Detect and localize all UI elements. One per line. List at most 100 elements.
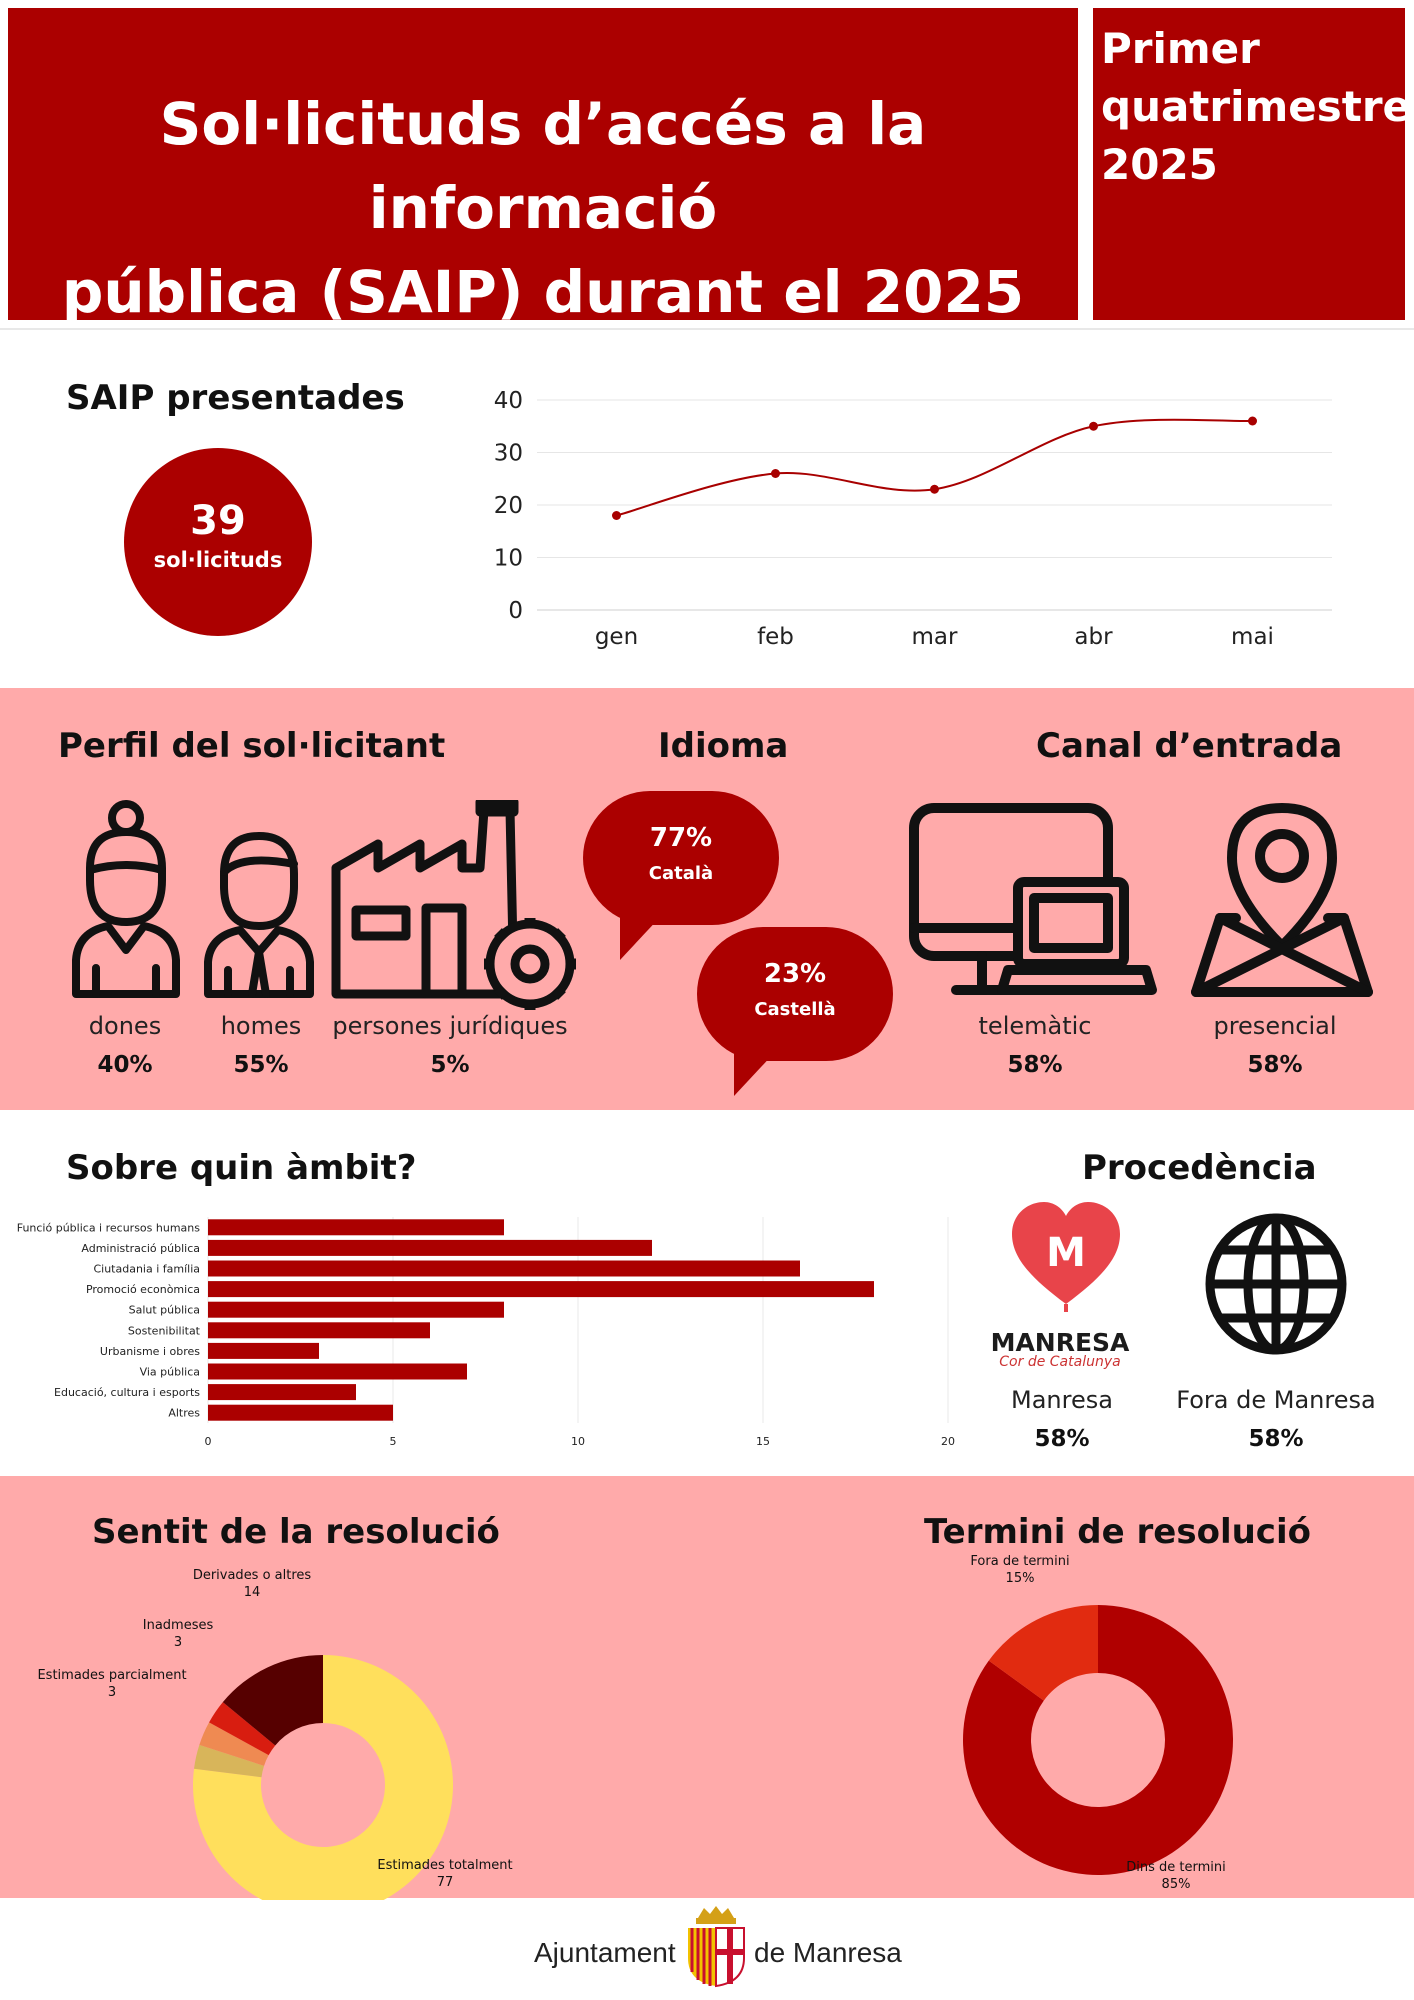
slice-value: 3	[108, 1685, 116, 1700]
data-point	[771, 469, 780, 478]
y-tick-label: 40	[494, 388, 523, 414]
bar	[208, 1260, 800, 1277]
data-point	[1089, 421, 1098, 431]
category-label: Urbanisme i obres	[100, 1345, 200, 1358]
y-tick-label: 30	[494, 441, 523, 467]
channel-pct-online: 58%	[1007, 1052, 1063, 1078]
slice-value: 15%	[1006, 1571, 1035, 1586]
donut-slice	[209, 1702, 276, 1756]
page-title-line2: pública (SAIP) durant el 2025	[61, 258, 1025, 326]
x-tick-label: 0	[205, 1435, 212, 1445]
ambit-heading: Sobre quin àmbit?	[66, 1148, 417, 1188]
x-tick-label: mar	[912, 624, 958, 650]
origin-label-manresa: Manresa	[1011, 1386, 1113, 1414]
bar	[208, 1342, 319, 1359]
donut-slice	[963, 1605, 1233, 1875]
y-tick-label: 20	[494, 493, 523, 519]
slice-value: 77	[437, 1875, 454, 1890]
x-tick-label: 15	[756, 1435, 770, 1445]
bar	[208, 1384, 356, 1401]
period-line1: Primer	[1101, 24, 1260, 73]
coat-of-arms-icon	[688, 1906, 745, 1988]
ambit-bar-chart: 0 5 10 15 20 Funció pública i recursos humans…	[17, 1217, 955, 1445]
origin-pct-outside: 58%	[1248, 1426, 1304, 1452]
resolution-heading: Sentit de la resolució	[92, 1512, 500, 1552]
data-point	[1248, 416, 1257, 426]
channel-label-inperson: presencial	[1213, 1012, 1337, 1040]
factory-icon	[331, 800, 576, 1010]
channel-heading: Canal d’entrada	[1036, 726, 1343, 766]
origin-heading: Procedència	[1082, 1148, 1317, 1188]
slice-label: Estimades totalment	[377, 1858, 512, 1873]
y-tick-label: 0	[508, 598, 523, 624]
profile-label-women: dones	[88, 1012, 162, 1040]
profile-heading: Perfil del sol·licitant	[58, 726, 446, 766]
saip-total-label: sol·licituds	[153, 548, 283, 572]
slice-label: Dins de termini	[1126, 1860, 1226, 1875]
language-pct-catalan: 77%	[649, 823, 713, 853]
category-label: Salut pública	[129, 1304, 200, 1317]
bar	[208, 1322, 430, 1339]
category-label: Promoció econòmica	[86, 1283, 200, 1296]
woman-icon	[72, 800, 180, 998]
heart-logo-letter: M	[1046, 1230, 1086, 1276]
bar	[208, 1281, 874, 1298]
donut-slice	[193, 1655, 453, 1900]
header-title-box: Sol·licituds d’accés a la informació púb…	[8, 8, 1078, 326]
profile-pct-women: 40%	[97, 1052, 153, 1078]
language-bubble-spanish: 23% Castellà	[697, 927, 893, 1061]
man-icon	[204, 832, 314, 998]
globe-icon	[1205, 1213, 1347, 1355]
computer-icon	[909, 803, 1157, 995]
header-period-box: Primer quatrimestre 2025	[1093, 8, 1411, 320]
x-tick-label: feb	[757, 624, 794, 650]
location-pin-icon	[1191, 803, 1373, 997]
category-label: Funció pública i recursos humans	[17, 1221, 201, 1234]
saip-heading: SAIP presentades	[66, 378, 405, 418]
footer-right-text: de Manresa	[754, 1937, 902, 1968]
language-label-spanish: Castellà	[754, 999, 836, 1020]
language-bubble-catalan: 77% Català	[583, 791, 779, 925]
period-line3: 2025	[1101, 140, 1218, 189]
slice-value: 85%	[1162, 1877, 1191, 1892]
bar	[208, 1363, 467, 1380]
category-label: Educació, cultura i esports	[54, 1386, 200, 1399]
slice-value: 3	[174, 1635, 182, 1650]
term-donut-chart: Dins de termini 85% Fora de termini 15%	[963, 1554, 1233, 1892]
origin-logo-sub: Cor de Catalunya	[999, 1354, 1121, 1370]
data-point	[612, 511, 621, 520]
slice-label: Estimades parcialment	[37, 1668, 186, 1683]
header-divider	[0, 328, 1414, 330]
origin-pct-manresa: 58%	[1034, 1426, 1090, 1452]
origin-label-outside: Fora de Manresa	[1176, 1386, 1376, 1414]
slice-label: Derivades o altres	[193, 1568, 312, 1583]
bar	[208, 1239, 652, 1256]
category-label: Administració pública	[81, 1242, 200, 1255]
donut-slice	[199, 1722, 269, 1766]
x-tick-label: gen	[595, 624, 638, 650]
donut-slice	[194, 1744, 265, 1778]
saip-total-circle: 39 sol·licituds	[124, 448, 312, 636]
slice-value: 14	[244, 1585, 261, 1600]
profile-pct-men: 55%	[233, 1052, 289, 1078]
data-point	[930, 484, 939, 494]
category-label: Altres	[168, 1407, 200, 1420]
bar	[208, 1219, 504, 1236]
channel-pct-inperson: 58%	[1247, 1052, 1303, 1078]
x-tick-label: 5	[390, 1435, 397, 1445]
slice-label: Inadmeses	[143, 1618, 214, 1633]
profile-label-men: homes	[220, 1012, 302, 1040]
resolution-donut-chart: Estimades totalment 77 Estimades parcialme…	[37, 1568, 513, 1900]
category-label: Sostenibilitat	[128, 1324, 201, 1337]
language-pct-spanish: 23%	[763, 959, 827, 989]
language-label-catalan: Català	[648, 863, 714, 884]
period-line2: quatrimestre	[1101, 82, 1412, 131]
x-tick-label: 20	[941, 1435, 955, 1445]
profile-pct-legal: 5%	[430, 1052, 470, 1078]
monthly-line-chart: 0 10 20 30 40 gen feb mar abr mai	[494, 388, 1332, 650]
category-label: Via pública	[140, 1366, 200, 1379]
category-label: Ciutadania i família	[93, 1263, 200, 1276]
bar	[208, 1301, 504, 1318]
page-title-line1: Sol·licituds d’accés a la informació	[159, 90, 927, 242]
x-tick-label: 10	[571, 1435, 585, 1445]
